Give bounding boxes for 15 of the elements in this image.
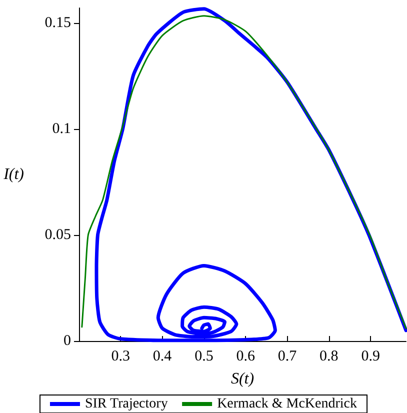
x-tick-label: 0.9 <box>361 348 380 364</box>
y-axis-title: I(t) <box>2 166 24 183</box>
y-tick-label: 0.05 <box>44 226 71 243</box>
x-axis-title: S(t) <box>230 370 254 388</box>
x-tick-label: 0.4 <box>152 348 172 364</box>
legend-label: SIR Trajectory <box>84 396 168 412</box>
legend-label: Kermack & McKendrick <box>217 396 358 412</box>
x-tick-label: 0.5 <box>194 348 214 364</box>
x-tick-label: 0.6 <box>236 348 256 364</box>
x-tick-label: 0.3 <box>111 348 130 364</box>
y-tick-label: 0.1 <box>52 120 71 137</box>
x-tick-label: 0.7 <box>278 348 298 364</box>
y-tick-label: 0 <box>64 333 71 349</box>
y-tick-label: 0.15 <box>44 14 71 31</box>
x-tick-label: 0.8 <box>320 348 338 364</box>
